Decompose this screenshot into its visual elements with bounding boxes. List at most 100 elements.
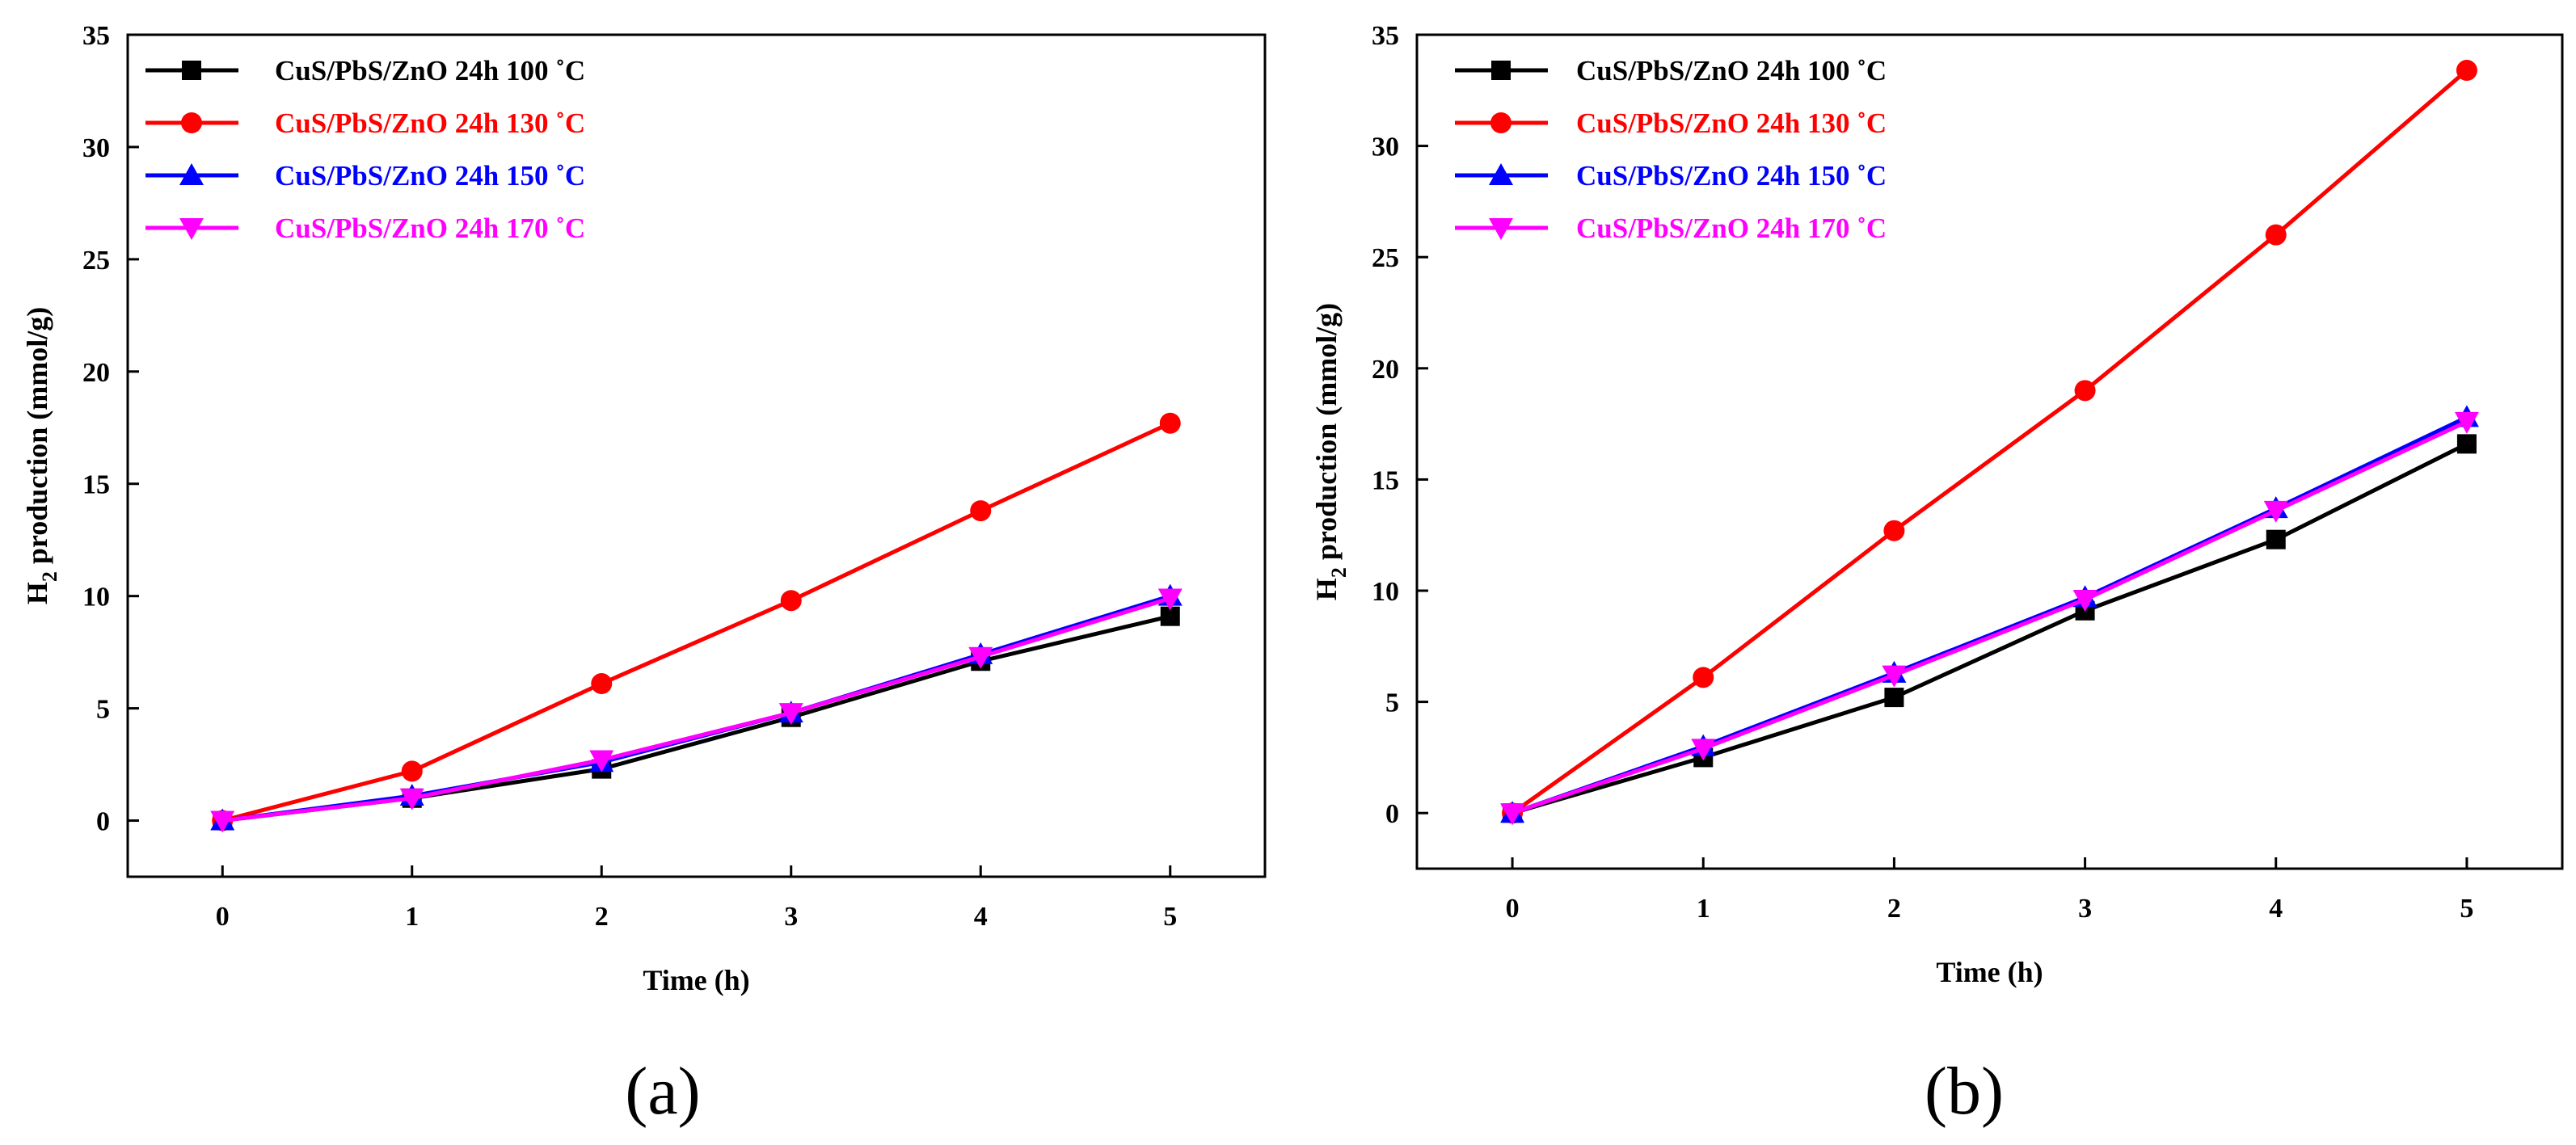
legend-item: CuS/PbS/ZnO 24h 170 ˚C — [145, 213, 585, 244]
legend-item: CuS/PbS/ZnO 24h 150 ˚C — [1455, 160, 1887, 192]
x-tick-label: 3 — [2078, 894, 2092, 924]
y-tick-label: 5 — [96, 695, 110, 725]
data-point — [210, 810, 235, 833]
data-point — [1693, 667, 1714, 688]
y-tick-label: 15 — [82, 470, 110, 500]
x-tick-label: 2 — [1887, 894, 1901, 924]
legend: CuS/PbS/ZnO 24h 100 ˚C CuS/PbS/ZnO 24h 13… — [145, 55, 585, 244]
x-axis-title: Time (h) — [643, 964, 749, 996]
y-tick-label: 10 — [1372, 577, 1399, 607]
y-tick-label: 30 — [82, 133, 110, 163]
legend-label: CuS/PbS/ZnO 24h 170 ˚C — [1576, 213, 1887, 244]
data-point — [2263, 500, 2288, 523]
data-point — [399, 788, 424, 810]
legend-label: CuS/PbS/ZnO 24h 130 ˚C — [275, 107, 585, 139]
series-1 — [1502, 60, 2477, 824]
legend-swatch-marker — [179, 163, 204, 185]
data-point — [591, 673, 613, 695]
y-axis-title-subscript: 2 — [38, 571, 61, 582]
legend-swatch-marker — [1489, 163, 1513, 185]
series-3 — [210, 588, 1183, 833]
y-tick-label: 15 — [1372, 465, 1399, 495]
y-tick-label: 0 — [1385, 799, 1399, 829]
data-point — [968, 646, 993, 669]
legend-item: CuS/PbS/ZnO 24h 130 ˚C — [145, 107, 585, 139]
legend-label: CuS/PbS/ZnO 24h 150 ˚C — [1576, 160, 1887, 192]
y-tick-label: 10 — [82, 583, 110, 612]
y-axis-title-main: H — [1310, 578, 1343, 600]
series-line — [221, 594, 1171, 823]
legend-label: CuS/PbS/ZnO 24h 100 ˚C — [275, 55, 585, 86]
y-axis-title: H2 production (mmol/g) — [21, 307, 61, 604]
x-tick-label: 1 — [1697, 894, 1710, 924]
legend-swatch-marker — [179, 218, 204, 240]
y-axis-title: H2 production (mmol/g) — [1310, 303, 1351, 600]
x-axis-title: Time (h) — [1936, 956, 2043, 988]
data-point — [2456, 60, 2477, 82]
y-tick-label: 35 — [1372, 21, 1399, 51]
y-axis-title-subscript: 2 — [1327, 567, 1351, 578]
series-2 — [210, 583, 1183, 831]
y-tick-label: 20 — [82, 358, 110, 388]
legend-swatch-marker — [1491, 61, 1511, 80]
series-3 — [1500, 411, 2479, 826]
data-point — [1882, 665, 1907, 688]
data-point — [2265, 224, 2287, 246]
data-point — [589, 750, 614, 772]
data-point — [2266, 529, 2286, 549]
legend-swatch-marker — [1490, 112, 1511, 133]
series-line — [1511, 442, 2468, 815]
panel-label: (a) — [625, 1054, 700, 1129]
x-tick-label: 3 — [784, 902, 798, 932]
data-point — [1500, 803, 1525, 826]
x-tick-label: 0 — [1506, 894, 1520, 924]
x-tick-label: 4 — [2269, 894, 2283, 924]
y-axis-title-rest: production (mmol/g) — [1310, 303, 1343, 567]
legend-swatch-marker — [181, 112, 202, 133]
series-line — [1511, 69, 2468, 815]
data-point — [401, 760, 423, 782]
y-axis-title-rest: production (mmol/g) — [21, 307, 53, 571]
series-line — [1511, 415, 2468, 815]
legend: CuS/PbS/ZnO 24h 100 ˚C CuS/PbS/ZnO 24h 13… — [1455, 55, 1887, 244]
legend-label: CuS/PbS/ZnO 24h 170 ˚C — [275, 213, 585, 244]
y-tick-label: 0 — [96, 807, 110, 837]
data-point — [2454, 411, 2479, 434]
plot-frame — [126, 33, 1267, 878]
legend-item: CuS/PbS/ZnO 24h 130 ˚C — [1455, 107, 1887, 139]
legend-swatch-marker — [1489, 218, 1513, 240]
data-point — [2074, 380, 2096, 402]
x-tick-label: 0 — [216, 902, 230, 932]
y-tick-label: 35 — [82, 21, 110, 51]
x-tick-label: 4 — [974, 902, 988, 932]
y-axis-title-main: H — [21, 582, 53, 604]
legend-item: CuS/PbS/ZnO 24h 170 ˚C — [1455, 213, 1887, 244]
y-tick-label: 5 — [1385, 688, 1399, 718]
series-line — [221, 614, 1171, 823]
data-point — [2072, 590, 2097, 612]
legend-item: CuS/PbS/ZnO 24h 100 ˚C — [145, 55, 585, 86]
data-point — [778, 703, 803, 726]
y-tick-label: 25 — [82, 246, 110, 276]
plot-frame — [1415, 33, 2564, 870]
data-point — [1691, 739, 1716, 761]
data-point — [970, 500, 992, 522]
legend-label: CuS/PbS/ZnO 24h 130 ˚C — [1576, 107, 1887, 139]
data-point — [780, 590, 802, 612]
y-tick-label: 20 — [1372, 355, 1399, 385]
data-point — [1159, 412, 1181, 434]
series-line — [221, 596, 1171, 823]
series-1 — [212, 412, 1181, 831]
data-point — [1884, 688, 1904, 708]
x-tick-label: 5 — [1163, 902, 1177, 932]
legend-item: CuS/PbS/ZnO 24h 100 ˚C — [1455, 55, 1887, 86]
legend-item: CuS/PbS/ZnO 24h 150 ˚C — [145, 160, 585, 192]
legend-label: CuS/PbS/ZnO 24h 150 ˚C — [275, 160, 585, 192]
series-2 — [1500, 405, 2479, 823]
x-tick-label: 2 — [595, 902, 609, 932]
x-tick-label: 1 — [405, 902, 419, 932]
series-line — [221, 421, 1171, 823]
